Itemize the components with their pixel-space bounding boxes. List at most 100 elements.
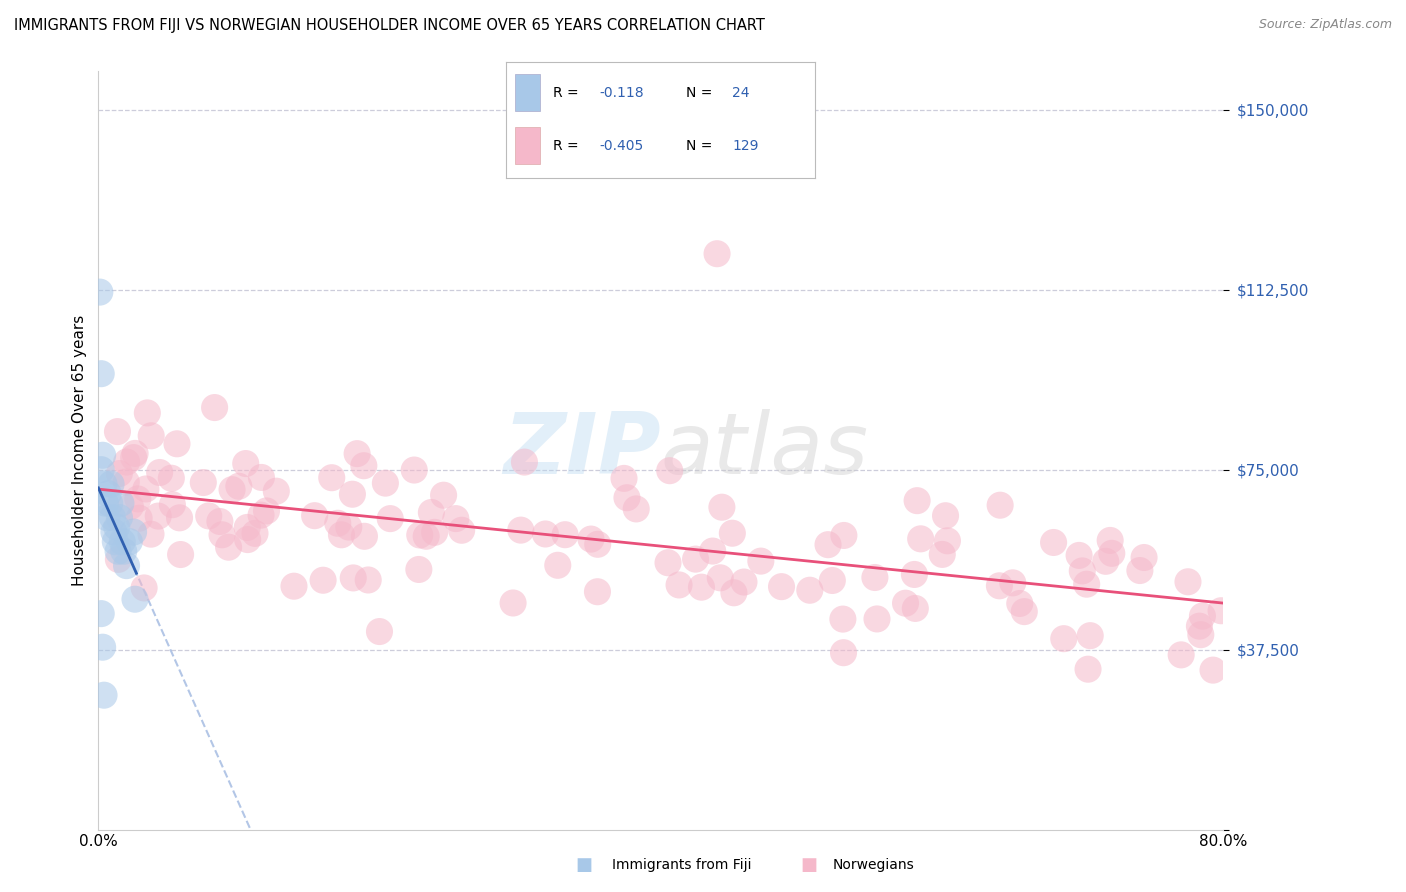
Point bbox=[1076, 577, 1098, 591]
Point bbox=[799, 583, 821, 598]
Point bbox=[136, 406, 159, 420]
Point bbox=[353, 529, 375, 543]
Point bbox=[1071, 564, 1094, 578]
Text: -0.118: -0.118 bbox=[599, 86, 644, 100]
Point bbox=[96, 510, 118, 524]
Point bbox=[93, 477, 115, 491]
Text: ■: ■ bbox=[575, 856, 592, 874]
Point bbox=[702, 544, 724, 558]
Point bbox=[266, 484, 288, 499]
Point bbox=[250, 470, 273, 484]
Point bbox=[1078, 629, 1101, 643]
Point bbox=[1094, 554, 1116, 568]
Point bbox=[894, 596, 917, 610]
Point bbox=[346, 447, 368, 461]
Point bbox=[91, 448, 114, 462]
Text: N =: N = bbox=[686, 86, 711, 100]
Point bbox=[193, 475, 215, 490]
Point bbox=[832, 528, 855, 542]
Point bbox=[905, 493, 928, 508]
Point bbox=[112, 544, 135, 558]
Point bbox=[904, 601, 927, 615]
Point bbox=[1053, 632, 1076, 646]
Point bbox=[1202, 663, 1225, 677]
Point bbox=[1188, 619, 1211, 633]
Point bbox=[423, 525, 446, 540]
Point bbox=[132, 581, 155, 595]
Point bbox=[110, 496, 132, 510]
Point bbox=[89, 285, 111, 299]
Point bbox=[817, 538, 839, 552]
Point bbox=[115, 558, 138, 573]
Point bbox=[409, 528, 432, 542]
Point bbox=[586, 537, 609, 551]
Point bbox=[127, 491, 149, 506]
Point bbox=[668, 578, 690, 592]
Point bbox=[1042, 535, 1064, 549]
Point bbox=[236, 520, 259, 534]
Point bbox=[509, 523, 531, 537]
Point bbox=[218, 540, 240, 554]
Point bbox=[368, 624, 391, 639]
Point bbox=[616, 491, 638, 505]
Point bbox=[108, 467, 131, 481]
Point bbox=[374, 476, 396, 491]
Point bbox=[107, 425, 129, 439]
Point bbox=[326, 516, 349, 531]
Text: Source: ZipAtlas.com: Source: ZipAtlas.com bbox=[1258, 18, 1392, 31]
Point bbox=[408, 562, 430, 576]
Point bbox=[685, 552, 707, 566]
Point bbox=[404, 463, 426, 477]
Point bbox=[94, 496, 117, 510]
Point bbox=[93, 688, 115, 702]
Point bbox=[115, 455, 138, 469]
Point bbox=[1014, 605, 1036, 619]
Point bbox=[208, 515, 231, 529]
Point bbox=[1069, 549, 1091, 563]
Point bbox=[221, 483, 243, 497]
Point bbox=[934, 508, 956, 523]
Point bbox=[97, 486, 120, 500]
Point bbox=[450, 523, 472, 537]
Point bbox=[502, 596, 524, 610]
Point bbox=[103, 524, 125, 539]
Point bbox=[586, 584, 609, 599]
Point bbox=[1170, 648, 1192, 662]
Point bbox=[139, 527, 162, 541]
Point bbox=[513, 455, 536, 469]
Point bbox=[124, 592, 146, 607]
Point bbox=[988, 579, 1011, 593]
Point bbox=[115, 475, 138, 489]
Text: -0.405: -0.405 bbox=[599, 139, 643, 153]
Point bbox=[444, 511, 467, 525]
Text: 24: 24 bbox=[733, 86, 749, 100]
Point bbox=[90, 607, 112, 621]
Point bbox=[148, 509, 170, 524]
Point bbox=[160, 471, 183, 485]
Point bbox=[91, 640, 114, 655]
Point bbox=[108, 510, 131, 524]
Point bbox=[98, 496, 121, 510]
Point bbox=[321, 471, 343, 485]
Point bbox=[1001, 575, 1024, 590]
Point bbox=[235, 457, 257, 471]
Point bbox=[690, 580, 713, 594]
Point bbox=[330, 528, 353, 542]
Point bbox=[433, 488, 456, 502]
Point bbox=[162, 498, 184, 512]
Point bbox=[866, 612, 889, 626]
Text: ■: ■ bbox=[800, 856, 817, 874]
Point bbox=[118, 534, 141, 549]
Point bbox=[770, 580, 793, 594]
Point bbox=[380, 511, 402, 525]
Point bbox=[204, 401, 226, 415]
Point bbox=[863, 570, 886, 584]
Point bbox=[1133, 550, 1156, 565]
Point bbox=[122, 450, 145, 465]
Point bbox=[721, 526, 744, 541]
Y-axis label: Householder Income Over 65 years: Householder Income Over 65 years bbox=[72, 315, 87, 586]
Point bbox=[710, 500, 733, 515]
Point bbox=[105, 520, 128, 534]
Point bbox=[626, 502, 648, 516]
Point bbox=[141, 429, 163, 443]
